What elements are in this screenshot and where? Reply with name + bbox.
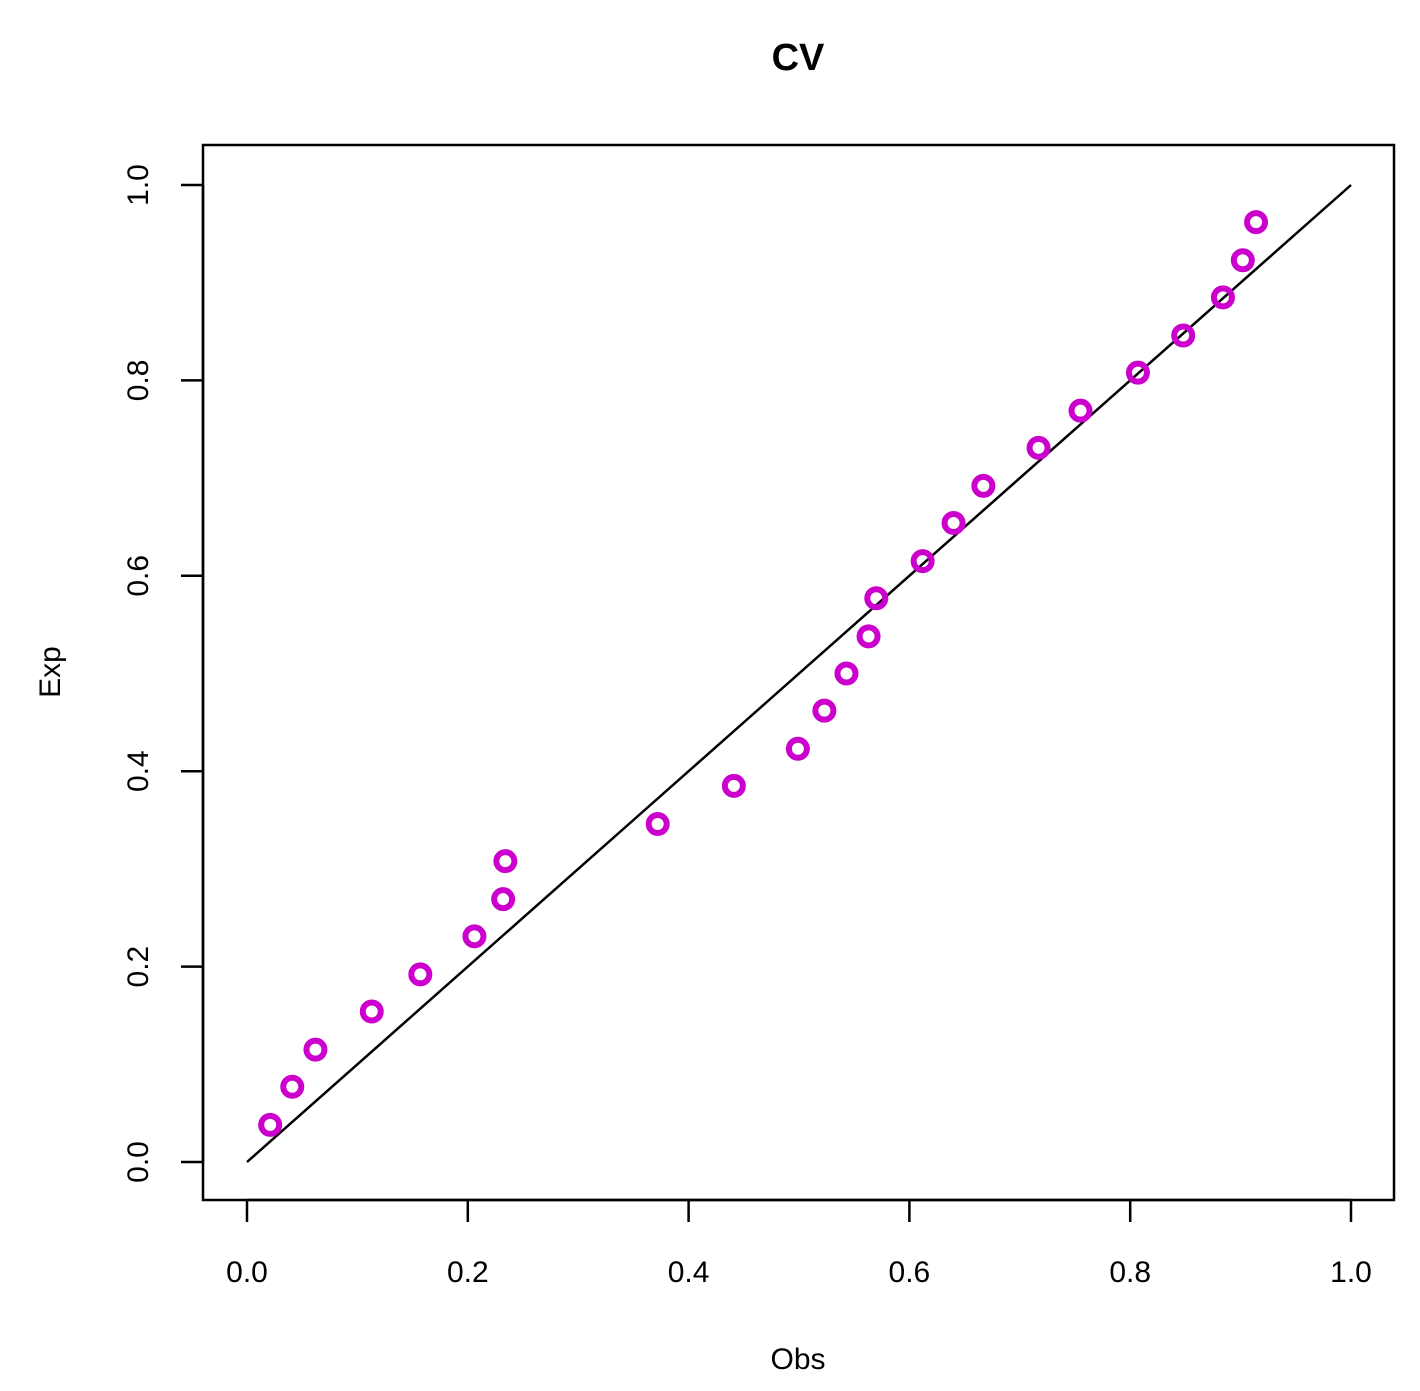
data-point: [1230, 248, 1255, 273]
x-axis: 0.0 0.2 0.4 0.6 0.8 1.0: [226, 1198, 1372, 1289]
chart-title: CV: [772, 37, 825, 79]
data-point: [941, 511, 966, 536]
data-point: [462, 924, 487, 949]
data-point: [258, 1112, 283, 1137]
data-point: [864, 586, 889, 611]
data-point: [408, 962, 433, 987]
data-point: [1210, 285, 1235, 310]
data-point: [491, 887, 516, 912]
data-point: [856, 624, 881, 649]
data-point: [359, 999, 384, 1024]
data-point: [812, 698, 837, 723]
x-tick-label: 0.2: [447, 1256, 489, 1289]
data-point: [1068, 398, 1093, 423]
data-point: [303, 1037, 328, 1062]
x-tick-label: 0.8: [1109, 1256, 1151, 1289]
y-tick-label: 0.0: [122, 1141, 155, 1183]
y-tick-label: 0.6: [122, 555, 155, 597]
x-tick-label: 0.0: [226, 1256, 268, 1289]
x-tick-label: 0.6: [889, 1256, 931, 1289]
data-points: [258, 210, 1269, 1137]
y-tick-label: 0.8: [122, 360, 155, 402]
y-axis: 0.0 0.2 0.4 0.6 0.8 1.0: [122, 164, 205, 1183]
y-tick-label: 0.4: [122, 750, 155, 792]
data-point: [971, 473, 996, 498]
x-tick-label: 0.4: [668, 1256, 710, 1289]
x-tick-label: 1.0: [1330, 1256, 1372, 1289]
data-point: [493, 849, 518, 874]
data-point: [1244, 210, 1269, 235]
y-tick-label: 1.0: [122, 164, 155, 206]
y-axis-label: Exp: [34, 646, 67, 698]
data-point: [834, 661, 859, 686]
data-point: [280, 1074, 305, 1099]
data-point: [721, 773, 746, 798]
data-point: [785, 736, 810, 761]
data-point: [1171, 323, 1196, 348]
x-axis-label: Obs: [770, 1343, 825, 1376]
data-point: [1125, 360, 1150, 385]
y-tick-label: 0.2: [122, 946, 155, 988]
data-point: [645, 811, 670, 836]
data-point: [910, 549, 935, 574]
data-point: [1026, 435, 1051, 460]
reference-line: [246, 184, 1352, 1163]
